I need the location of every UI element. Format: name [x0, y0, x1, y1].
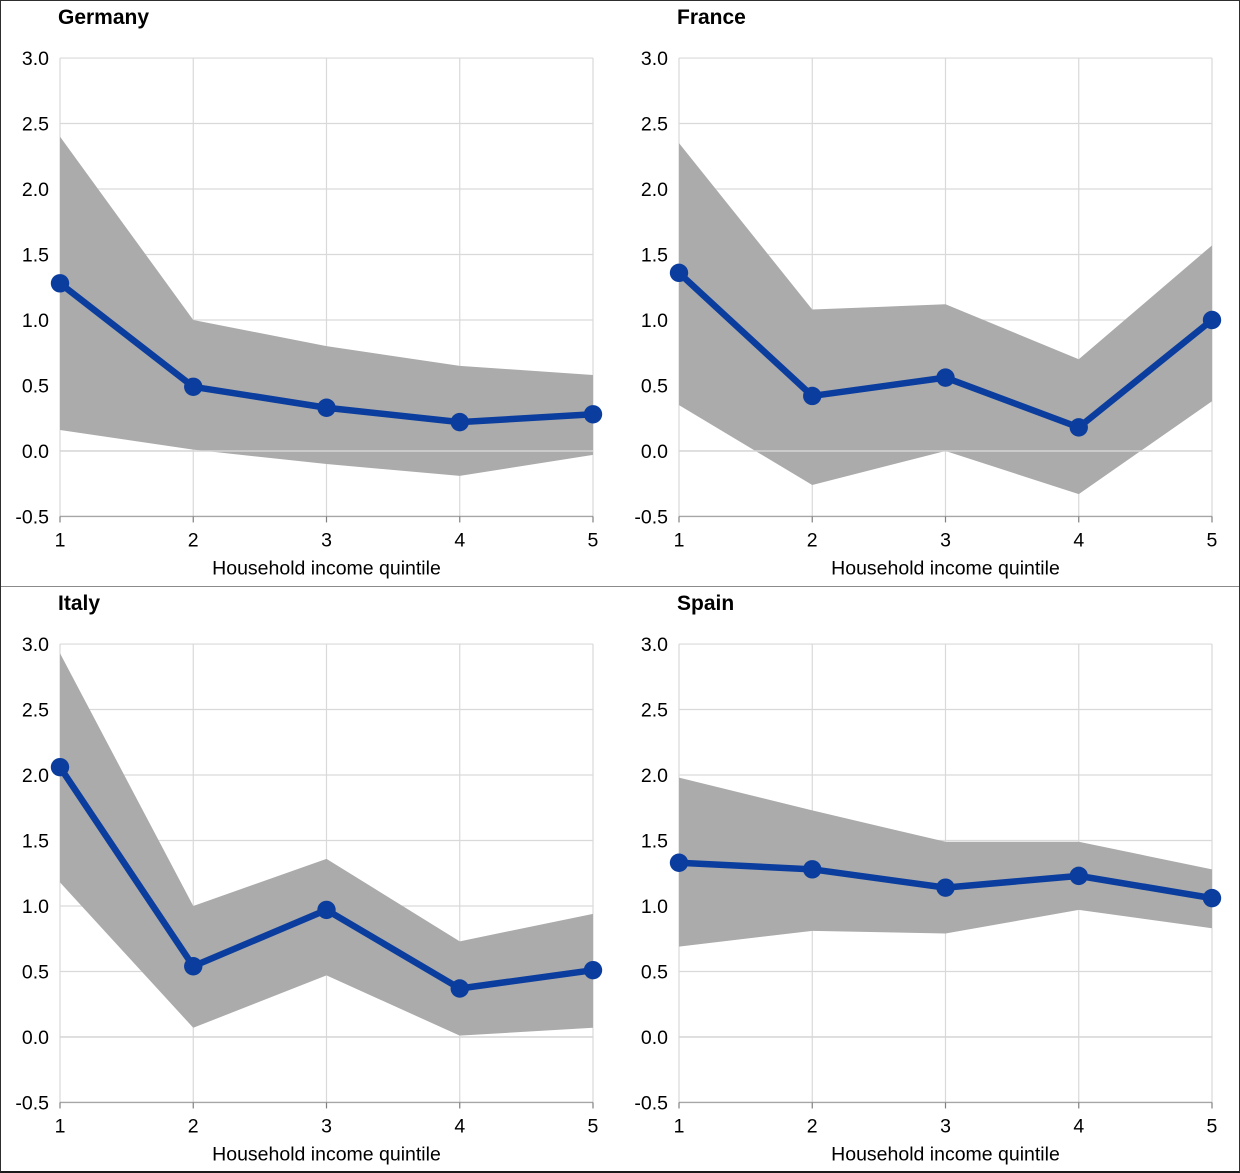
- data-point-marker: [669, 263, 689, 283]
- data-point-marker: [803, 386, 822, 406]
- y-tick-label: 0.5: [641, 375, 668, 397]
- y-tick-label: -0.5: [15, 506, 49, 528]
- y-tick-label: 2.5: [22, 699, 49, 721]
- chart-title: France: [677, 6, 746, 29]
- y-tick-label: 1.0: [22, 895, 49, 917]
- x-tick-label: 3: [321, 529, 332, 551]
- y-tick-label: 0.0: [22, 441, 49, 463]
- y-tick-label: 0.5: [22, 961, 49, 983]
- chart-title: Italy: [58, 591, 101, 615]
- y-tick-label: -0.5: [634, 1092, 668, 1114]
- x-tick-label: 2: [807, 1115, 818, 1137]
- data-point-marker: [1202, 888, 1222, 907]
- chart-title: Spain: [677, 591, 735, 615]
- y-tick-label: 1.0: [22, 310, 49, 332]
- data-point-marker: [1069, 418, 1088, 437]
- confidence-band: [679, 777, 1212, 947]
- data-point-marker: [317, 398, 336, 417]
- italy-plot: 3.0 2.5 2.0 1.5 1.0 0.5 0.0 -0.5 1 2 3 4 5 Household …: [15, 634, 603, 1165]
- x-tick-label: 4: [454, 529, 465, 551]
- y-tick-label: 0.5: [641, 961, 668, 983]
- y-tick-label: -0.5: [15, 1092, 49, 1114]
- data-point-marker: [936, 368, 955, 387]
- x-tick-label: 5: [588, 529, 599, 551]
- y-tick-label: 2.0: [22, 765, 49, 787]
- y-tick-label: 0.0: [22, 1026, 49, 1048]
- data-point-marker: [50, 274, 70, 293]
- y-tick-label: 2.5: [22, 114, 49, 136]
- y-tick-label: 0.0: [641, 1026, 668, 1048]
- y-tick-label: 0.5: [22, 375, 49, 397]
- data-point-marker: [1202, 310, 1222, 330]
- x-tick-label: 5: [1207, 1115, 1218, 1137]
- y-tick-label: -0.5: [634, 506, 668, 528]
- y-tick-label: 2.0: [641, 765, 668, 787]
- x-tick-label: 1: [674, 1115, 685, 1137]
- data-point-marker: [184, 956, 203, 975]
- x-tick-label: 1: [674, 529, 685, 551]
- y-tick-label: 3.0: [641, 48, 668, 70]
- x-axis-title: Household income quintile: [831, 557, 1060, 579]
- chart-panel-france: France 3.0 2.5 2.0 1.5 1.0 0.5 0.0 -0.5 1 2 3 4 5 Hou…: [620, 1, 1239, 586]
- x-tick-label: 4: [454, 1115, 465, 1137]
- spain-plot: 3.0 2.5 2.0 1.5 1.0 0.5 0.0 -0.5 1 2 3 4 5 Household …: [634, 634, 1222, 1165]
- data-point-marker: [583, 405, 603, 424]
- y-tick-label: 2.5: [641, 699, 668, 721]
- chart-panel-spain: Spain 3.0 2.5 2.0 1.5 1.0 0.5 0.0 -0.5 1 2 3 4 5 Hous…: [620, 586, 1239, 1171]
- data-point-marker: [450, 978, 469, 998]
- y-tick-label: 1.5: [22, 830, 49, 852]
- x-tick-label: 3: [940, 529, 951, 551]
- data-point-marker: [184, 377, 203, 396]
- chart-title: Germany: [58, 6, 150, 29]
- x-tick-label: 2: [188, 529, 199, 551]
- y-tick-label: 2.5: [641, 114, 668, 136]
- y-tick-label: 1.5: [22, 245, 49, 267]
- y-tick-label: 2.0: [22, 179, 49, 201]
- data-point-marker: [450, 412, 469, 432]
- data-point-marker: [50, 757, 70, 776]
- x-tick-label: 4: [1073, 1115, 1084, 1137]
- x-axis-title: Household income quintile: [212, 1143, 441, 1165]
- data-point-marker: [669, 853, 689, 872]
- x-tick-label: 5: [1207, 529, 1218, 551]
- confidence-band: [679, 143, 1212, 495]
- data-point-marker: [1069, 866, 1088, 885]
- y-tick-label: 3.0: [22, 48, 49, 70]
- x-tick-label: 5: [588, 1115, 599, 1137]
- data-point-marker: [317, 900, 336, 919]
- germany-plot: 3.0 2.5 2.0 1.5 1.0 0.5 0.0 -0.5 1 2 3 4 5 Household …: [15, 48, 603, 579]
- x-tick-label: 1: [55, 1115, 66, 1137]
- y-tick-label: 0.0: [641, 441, 668, 463]
- x-tick-label: 3: [321, 1115, 332, 1137]
- data-point-marker: [803, 859, 822, 879]
- chart-panel-germany: Germany 3.0 2.5 2.0 1.5 1.0 0.5 0.0 -0.5 1 2 3 4 5 Ho…: [1, 1, 620, 586]
- confidence-band: [60, 652, 593, 1036]
- data-point-marker: [936, 877, 955, 897]
- y-tick-label: 3.0: [641, 634, 668, 656]
- x-axis-title: Household income quintile: [212, 557, 441, 579]
- france-plot: 3.0 2.5 2.0 1.5 1.0 0.5 0.0 -0.5 1 2 3 4 5 Household …: [634, 48, 1222, 579]
- y-tick-label: 2.0: [641, 179, 668, 201]
- x-axis-title: Household income quintile: [831, 1143, 1060, 1165]
- chart-panel-italy: Italy 3.0 2.5 2.0 1.5 1.0 0.5 0.0 -0.5 1 2 3 4 5 Hous…: [1, 586, 620, 1171]
- x-tick-label: 1: [55, 529, 66, 551]
- y-tick-label: 3.0: [22, 634, 49, 656]
- y-tick-label: 1.0: [641, 895, 668, 917]
- x-tick-label: 4: [1073, 529, 1084, 551]
- y-tick-label: 1.5: [641, 245, 668, 267]
- x-tick-label: 2: [188, 1115, 199, 1137]
- y-tick-label: 1.5: [641, 830, 668, 852]
- x-tick-label: 2: [807, 529, 818, 551]
- y-tick-label: 1.0: [641, 310, 668, 332]
- data-point-marker: [583, 960, 603, 979]
- x-tick-label: 3: [940, 1115, 951, 1137]
